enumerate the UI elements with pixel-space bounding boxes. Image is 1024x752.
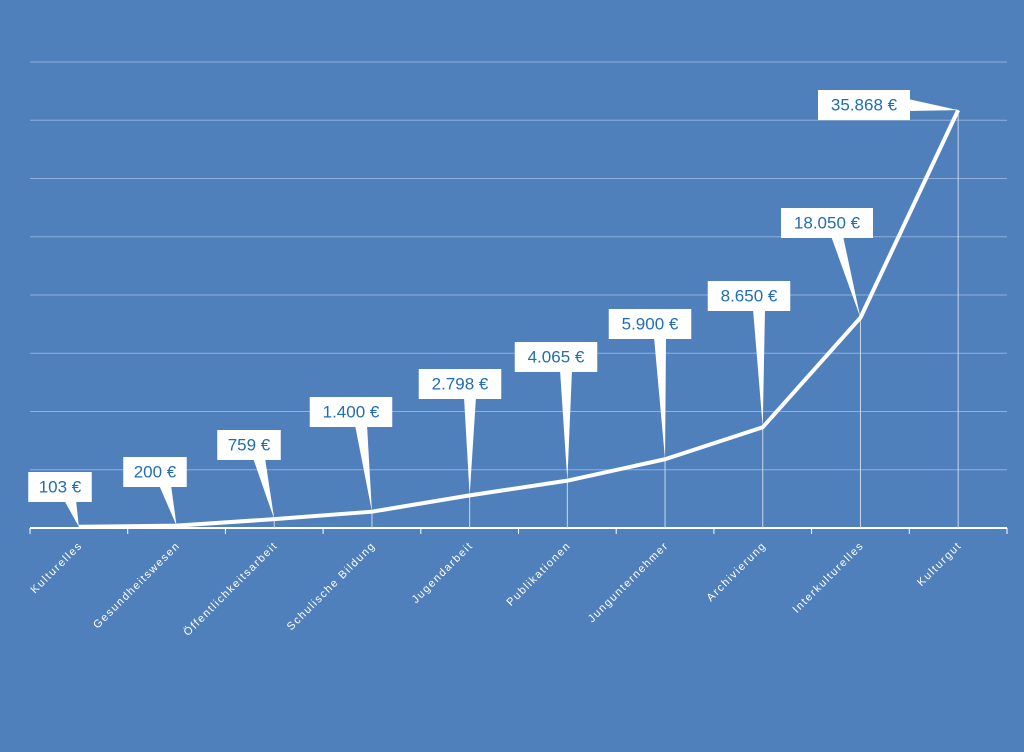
callout-pointer: [64, 500, 79, 527]
callout-box: [123, 457, 187, 487]
value-label: 4.065 €: [528, 347, 585, 366]
value-callout: 35.868 €: [818, 90, 959, 120]
callout-pointer: [159, 485, 177, 526]
callout-box: [217, 430, 281, 460]
callout-box: [309, 397, 393, 427]
x-tick-label: Jugendarbeit: [410, 540, 476, 606]
callout-box: [781, 208, 873, 238]
value-label: 759 €: [228, 435, 271, 454]
value-label: 2.798 €: [432, 374, 489, 393]
value-callout: 4.065 €: [514, 342, 598, 481]
callout-pointer: [908, 99, 959, 111]
x-tick-label: Kulturgut: [915, 540, 964, 589]
x-tick-label: Archivierung: [704, 540, 768, 604]
callout-box: [418, 369, 502, 399]
value-callout: 103 €: [28, 472, 92, 527]
callout-box: [608, 309, 692, 339]
callout-pointer: [654, 337, 666, 460]
x-tick-label: Öffentlichkeitsarbeit: [181, 540, 280, 639]
value-callout: 200 €: [123, 457, 187, 526]
x-tick-label: Jungunternehmer: [586, 540, 671, 625]
value-callout: 1.400 €: [309, 397, 393, 512]
callout-box: [514, 342, 598, 372]
value-label: 18.050 €: [794, 213, 861, 232]
callout-box: [707, 281, 791, 311]
callout-pointer: [560, 370, 572, 481]
x-tick-label: Kulturelles: [29, 540, 85, 596]
value-callout: 18.050 €: [781, 208, 873, 318]
value-callout: 8.650 €: [707, 281, 791, 428]
value-callout: 759 €: [217, 430, 281, 520]
value-callout: 2.798 €: [418, 369, 502, 496]
value-label: 200 €: [134, 462, 177, 481]
value-label: 8.650 €: [721, 286, 778, 305]
x-tick-label: Schulische Bildung: [285, 540, 378, 633]
callout-pointer: [253, 458, 275, 520]
callout-pointer: [831, 236, 861, 318]
callout-box: [28, 472, 92, 502]
callout-pointer: [355, 425, 372, 512]
callout-box: [818, 90, 910, 120]
x-tick-label: Publikationen: [505, 540, 574, 609]
x-tick-label: Interkulturelles: [791, 540, 867, 616]
value-label: 5.900 €: [622, 314, 679, 333]
value-label: 103 €: [39, 477, 82, 496]
value-label: 35.868 €: [831, 95, 898, 114]
line: [78, 109, 960, 529]
value-callout: 5.900 €: [608, 309, 692, 460]
callout-pointer: [753, 309, 765, 428]
x-tick-label: Gesundheitswesen: [91, 540, 183, 632]
callout-pointer: [464, 397, 476, 496]
value-label: 1.400 €: [323, 402, 380, 421]
